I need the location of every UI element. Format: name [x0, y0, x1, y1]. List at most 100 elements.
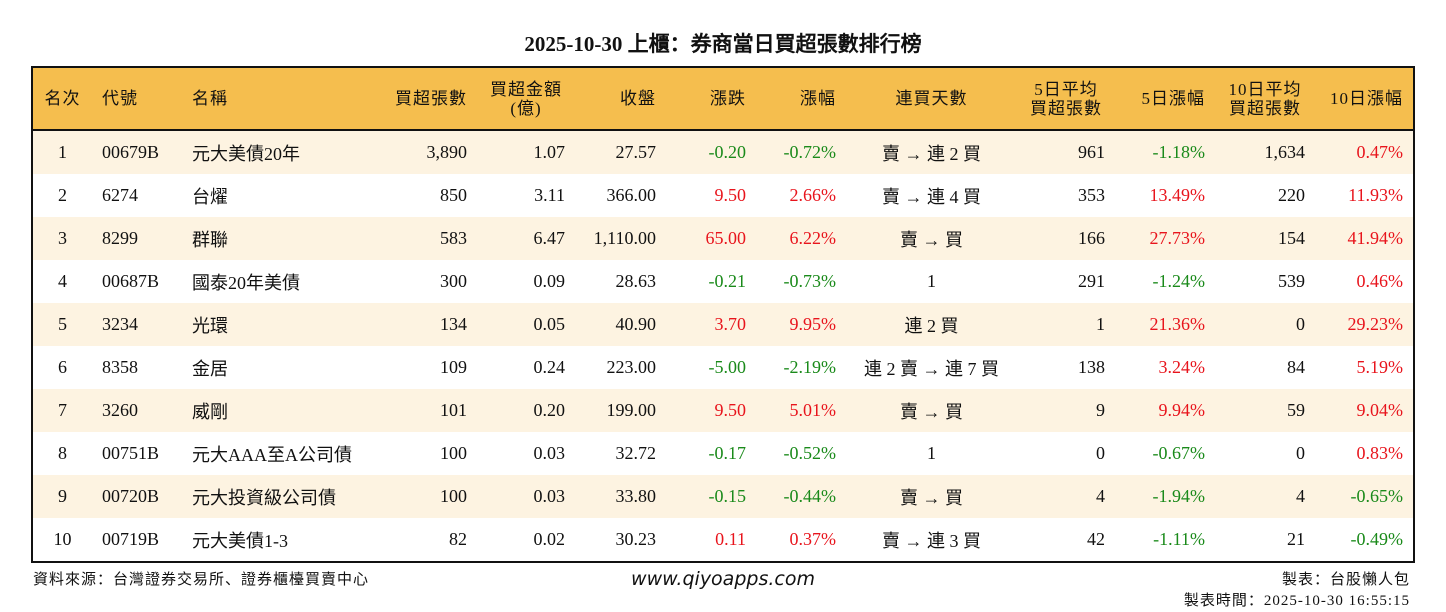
table-cell: 0.03	[533, 443, 566, 463]
table-cell: -0.17	[708, 443, 747, 463]
ranking-table: 名次 代號 名稱 買超張數 買超金額 (億) 收盤 漲跌 漲幅 連買天數 5日平均 買超張數 5日漲幅 1…	[31, 66, 1415, 563]
table-cell: 賣 → 買	[846, 475, 1017, 518]
column-header: 連買天數	[846, 68, 1017, 131]
table-cell: -1.18%	[1115, 130, 1215, 174]
table-cell: 3,890	[372, 130, 477, 174]
table-cell: 3	[33, 217, 92, 260]
data-source: 資料來源：台灣證券交易所、證券櫃檯買賣中心	[33, 572, 370, 588]
column-header: 5日漲幅	[1115, 68, 1215, 131]
table-cell: 7	[33, 389, 92, 432]
column-header-line1: 漲跌	[710, 89, 746, 108]
table-cell: 32.72	[615, 443, 657, 463]
table-cell: 0.11	[715, 529, 746, 549]
column-header-line1: 買超張數	[395, 89, 467, 108]
table-cell: 166	[1017, 217, 1115, 260]
table-cell: 4	[1017, 475, 1115, 518]
maker-credit: 製表：台股懶人包	[1281, 572, 1410, 588]
table-cell: 0.47%	[1315, 130, 1413, 174]
table-cell: 6.22%	[756, 217, 846, 260]
table-cell: 223.00	[606, 357, 657, 377]
column-header: 買超金額 (億)	[477, 68, 575, 131]
column-header-line2: 買超張數	[1229, 98, 1301, 118]
table-cell: 賣 → 連 2 買	[846, 130, 1017, 174]
table-cell: 賣 → 買	[846, 217, 1017, 260]
table-cell: 0.83%	[1356, 443, 1404, 463]
table-cell: 8	[58, 443, 67, 463]
table-cell: 0.37%	[789, 529, 837, 549]
table-cell: 0.46%	[1356, 271, 1404, 291]
table-cell: 00687B	[102, 271, 160, 291]
table-cell: 583	[372, 217, 477, 260]
table-cell: 59	[1215, 389, 1315, 432]
table-cell: 100	[440, 443, 467, 463]
table-cell: 賣 → 買	[846, 389, 1017, 432]
table-cell: 9.04%	[1315, 389, 1413, 432]
table-cell: -1.94%	[1115, 475, 1215, 518]
column-header: 漲幅	[756, 68, 846, 131]
table-cell: 元大AAA至A公司債	[192, 444, 352, 465]
table-cell: 13.49%	[1149, 185, 1206, 205]
column-header-line1: 漲幅	[800, 89, 836, 108]
table-cell: 4	[58, 271, 67, 291]
column-header: 名次	[33, 68, 92, 131]
table-cell: -1.24%	[1152, 271, 1206, 291]
table-cell: 賣 → 連 4 買	[882, 186, 981, 207]
column-header: 10日平均 買超張數	[1215, 68, 1315, 131]
table-cell: 金居	[192, 358, 228, 379]
table-cell: 1,110.00	[575, 217, 666, 260]
column-header: 代號	[92, 68, 182, 131]
table-cell: -2.19%	[783, 357, 837, 377]
table-cell: 5	[33, 303, 92, 346]
table-cell: 33.80	[575, 475, 666, 518]
page-title: 2025-10-30 上櫃：券商當日買超張數排行榜	[524, 32, 922, 56]
column-header-line1: 代號	[102, 89, 138, 108]
table-cell: 353	[1078, 185, 1105, 205]
column-header-line2: (億)	[510, 98, 542, 118]
table-cell: -0.44%	[756, 475, 846, 518]
table-cell: 82	[449, 529, 467, 549]
table-cell: 65.00	[666, 217, 756, 260]
table-cell: 國泰20年美債	[192, 272, 300, 293]
table-cell: 11.93%	[1348, 185, 1403, 205]
table-row: 9 00720B 元大投資級公司債 100 0.03 33.80 -0.15 -0.44% 賣 …	[33, 475, 1413, 518]
table-cell: 42	[1087, 529, 1105, 549]
table-cell: 連 2 買	[846, 303, 1017, 346]
table-cell: 10	[53, 529, 72, 549]
table-cell: 366.00	[606, 185, 657, 205]
column-header: 5日平均 買超張數	[1017, 68, 1115, 131]
table-cell: 1,634	[1215, 130, 1315, 174]
table-cell: 台燿	[192, 186, 228, 207]
table-cell: 0	[1296, 443, 1305, 463]
table-cell: 6.47	[477, 217, 575, 260]
table-cell: 威剛	[182, 389, 372, 432]
table-cell: 群聯	[182, 217, 372, 260]
column-header: 漲跌	[666, 68, 756, 131]
table-cell: -5.00	[708, 357, 747, 377]
column-header-line1: 名次	[44, 89, 81, 108]
table-cell: 9	[33, 475, 92, 518]
table-cell: 3260	[92, 389, 182, 432]
table-cell: 元大美債1-3	[192, 530, 288, 551]
table-cell: 4	[1215, 475, 1315, 518]
column-header-line2: 買超張數	[1030, 98, 1102, 118]
table-cell: 84	[1287, 357, 1305, 377]
table-cell: 199.00	[575, 389, 666, 432]
table-cell: 101	[372, 389, 477, 432]
table-cell: 0	[1096, 443, 1105, 463]
website-link[interactable]: www.qiyoapps.com	[631, 568, 815, 590]
table-cell: 3.24%	[1158, 357, 1206, 377]
table-cell: 3234	[92, 303, 182, 346]
table-cell: 00720B	[92, 475, 182, 518]
table-cell: 5.19%	[1356, 357, 1404, 377]
table-cell: 539	[1278, 271, 1305, 291]
column-header-line1: 名稱	[192, 89, 228, 108]
table-cell: 1	[33, 130, 92, 174]
table-cell: 3.11	[534, 185, 565, 205]
table-cell: 6274	[102, 185, 138, 205]
column-header-line1: 收盤	[620, 89, 656, 108]
table-cell: 0.03	[477, 475, 575, 518]
table-row: 10 00719B 元大美債1-3 82 0.02 30.23 0.11 0.37% 賣 → 連…	[33, 518, 1413, 561]
table-cell: 賣 → 連 3 買	[882, 530, 981, 551]
table-cell: 00751B	[102, 443, 160, 463]
table-cell: 291	[1078, 271, 1105, 291]
